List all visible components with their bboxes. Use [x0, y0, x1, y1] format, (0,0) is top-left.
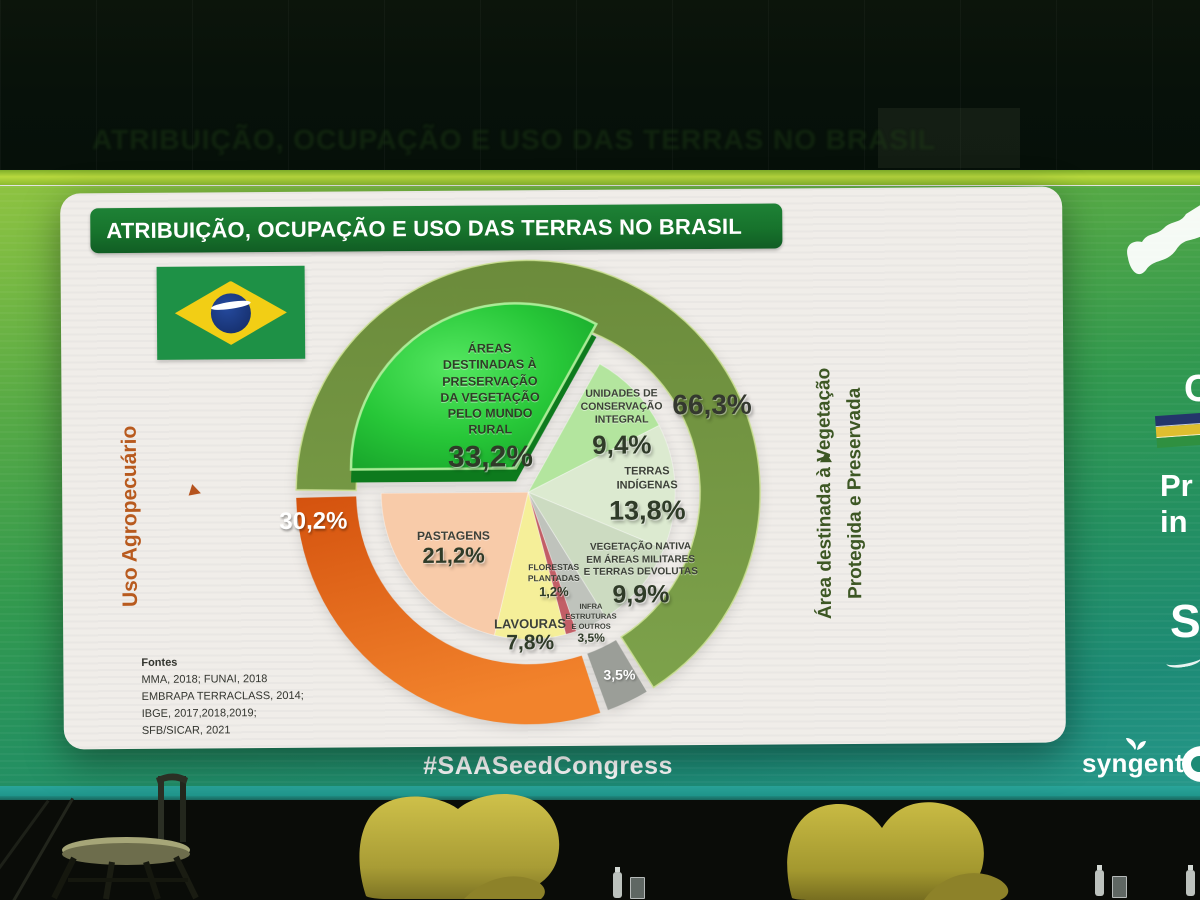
source-line: MMA, 2018; FUNAI, 2018 [141, 673, 268, 686]
sources-heading: Fontes [141, 656, 178, 669]
water-bottle [1186, 865, 1195, 896]
syngenta-wordmark: syngenta [1082, 748, 1199, 778]
water-glass [1112, 876, 1127, 898]
syngenta-leaf-icon [1126, 738, 1146, 750]
bar-stool [51, 773, 199, 900]
flag-ribbon [1154, 411, 1200, 449]
swan-chair [359, 794, 560, 899]
slice-label-terras-indigenas: TERRAS INDÍGENAS 13,8% [608, 465, 686, 526]
event-hashtag: #SAASeedCongress [423, 752, 673, 780]
pie-chart: ÁREAS DESTINADAS À PRESERVAÇÃO DA VEGETA… [60, 187, 1066, 750]
water-bottle [613, 867, 622, 898]
pie-chart-svg [295, 259, 761, 725]
led-panel-seams [0, 0, 1200, 172]
slice-label-florestas-plantadas: FLORESTAS PLANTADAS 1,2% [527, 561, 580, 600]
source-line: SFB/SICAR, 2021 [141, 724, 231, 738]
source-line: EMBRAPA TERRACLASS, 2014; [141, 689, 304, 704]
partial-letter-s: S [1170, 595, 1200, 647]
slice-label-pastagens: PASTAGENS 21,2% [416, 528, 490, 568]
americas-map-silhouette [1127, 205, 1200, 275]
ring-label-agro-30: 30,2% [279, 507, 348, 535]
swan-chair [787, 802, 1009, 900]
ring-label-vegetacao-66: 66,3% [672, 388, 752, 421]
partial-backdrop-text: Pr in [1160, 468, 1193, 539]
partial-letter-c: C [1184, 368, 1200, 410]
slice-label-preservacao: ÁREAS DESTINADAS À PRESERVAÇÃO DA VEGETA… [440, 341, 540, 474]
screen-light-patch [878, 108, 1020, 168]
sources-block: Fontes MMA, 2018; FUNAI, 2018 EMBRAPA TE… [141, 654, 304, 740]
slide: ATRIBUIÇÃO, OCUPAÇÃO E USO DAS TERRAS NO… [60, 186, 1066, 750]
water-bottle [1095, 865, 1104, 896]
ring-label-infra-35: 3,5% [603, 666, 636, 683]
water-glass [630, 877, 645, 899]
screen-edge-light-strip [0, 170, 1200, 185]
upper-dark-screen: ATRIBUIÇÃO, OCUPAÇÃO E USO DAS TERRAS NO… [0, 0, 1200, 172]
syngenta-logo-mark [1182, 746, 1200, 782]
slice-label-lavouras: LAVOURAS 7,8% [494, 615, 567, 655]
source-line: IBGE, 2017,2018,2019; [141, 707, 257, 721]
ghost-slide-title: ATRIBUIÇÃO, OCUPAÇÃO E USO DAS TERRAS NO… [92, 124, 936, 155]
